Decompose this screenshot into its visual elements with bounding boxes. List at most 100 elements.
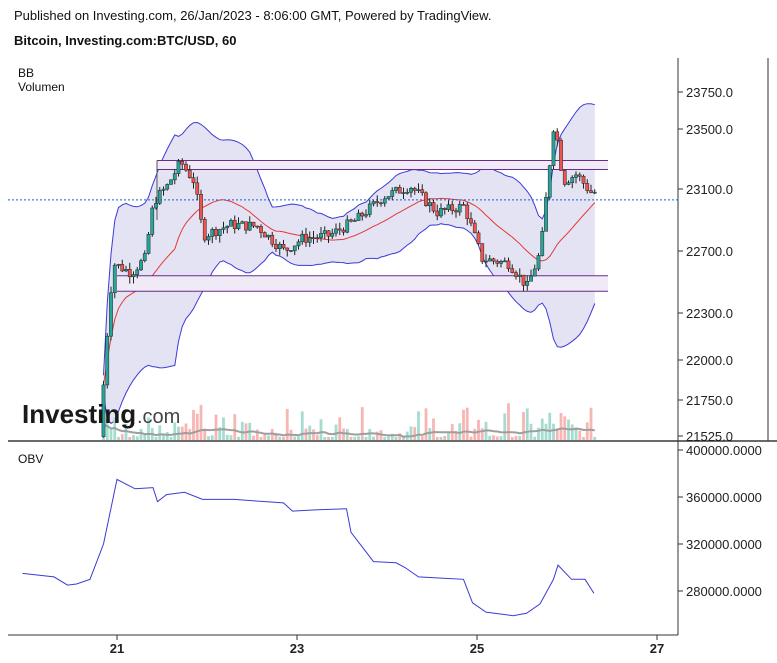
candle-body bbox=[304, 233, 308, 243]
volume-bar bbox=[173, 422, 177, 440]
volume-bar bbox=[229, 435, 233, 440]
candle-body bbox=[424, 192, 428, 207]
candle-body bbox=[480, 243, 485, 262]
candle-body bbox=[322, 230, 327, 234]
candle-body bbox=[450, 204, 455, 211]
volume-bar bbox=[492, 435, 495, 440]
volume-bar bbox=[109, 428, 113, 440]
volume-bar bbox=[555, 428, 559, 440]
volume-bar bbox=[458, 423, 462, 440]
price-tick-label: 22000.0 bbox=[686, 353, 733, 368]
price-tick-label: 23750.0 bbox=[686, 85, 733, 100]
volume-bar bbox=[533, 436, 537, 440]
volume-bar bbox=[274, 432, 278, 440]
price-tick-label: 22300.0 bbox=[686, 306, 733, 321]
volume-bar bbox=[499, 436, 503, 440]
candle-body bbox=[326, 230, 331, 237]
candle-body bbox=[551, 131, 556, 166]
volume-bar bbox=[462, 409, 465, 440]
horizontal-levels bbox=[8, 160, 678, 292]
candle-body bbox=[457, 204, 462, 213]
candle-body bbox=[416, 189, 421, 192]
candle-body bbox=[577, 174, 582, 177]
candle-body bbox=[236, 223, 241, 229]
volume-bar bbox=[383, 436, 387, 440]
candle-body bbox=[364, 214, 368, 217]
obv-legend-label: OBV bbox=[18, 452, 43, 466]
candle-body bbox=[210, 229, 215, 237]
volume-bar bbox=[522, 411, 525, 440]
volume-bar bbox=[443, 435, 447, 440]
volume-bar bbox=[372, 436, 375, 440]
volume-bar bbox=[210, 435, 214, 440]
candle-body bbox=[251, 221, 256, 227]
candle-body bbox=[517, 274, 522, 277]
candle-body bbox=[521, 274, 526, 286]
price-tick-label: 23500.0 bbox=[686, 122, 733, 137]
volume-bar bbox=[473, 428, 477, 440]
candle-body bbox=[199, 194, 203, 220]
candle-body bbox=[229, 220, 233, 227]
candle-body bbox=[386, 196, 391, 200]
volume-bar bbox=[214, 414, 218, 440]
volume-bar bbox=[334, 424, 338, 440]
volume-bar bbox=[338, 417, 342, 440]
candle-body bbox=[180, 160, 185, 165]
volume-bar bbox=[469, 436, 473, 440]
candle-body bbox=[187, 169, 192, 179]
candle-body bbox=[146, 234, 151, 254]
time-tick-label: 21 bbox=[110, 641, 124, 656]
volume-bar bbox=[233, 414, 237, 440]
candle-body bbox=[547, 165, 552, 198]
volume-bar bbox=[117, 436, 120, 440]
volume-bar bbox=[593, 436, 597, 440]
candle-body bbox=[289, 250, 293, 252]
volume-bar bbox=[345, 429, 349, 440]
candle-body bbox=[532, 268, 537, 277]
candle-body bbox=[165, 184, 170, 190]
candle-body bbox=[319, 233, 323, 239]
candle-body bbox=[142, 253, 147, 262]
volume-bar bbox=[413, 426, 417, 440]
candle-body bbox=[465, 204, 470, 219]
volume-bars bbox=[102, 403, 597, 440]
volume-bar bbox=[518, 436, 522, 440]
candle-body bbox=[540, 231, 545, 256]
candle-body bbox=[154, 203, 158, 209]
candle-body bbox=[262, 232, 267, 238]
volume-bar bbox=[559, 413, 563, 440]
volume-bar bbox=[357, 436, 360, 440]
candle-body bbox=[544, 196, 548, 232]
volume-bar bbox=[439, 436, 443, 440]
candle-body bbox=[525, 281, 530, 286]
bb-fill bbox=[103, 103, 595, 424]
candle-body bbox=[491, 258, 496, 262]
bb-legend-label: BB bbox=[18, 66, 34, 80]
candle-body bbox=[270, 234, 275, 245]
candle-body bbox=[375, 201, 380, 204]
volume-bar bbox=[514, 436, 518, 440]
candle-body bbox=[247, 221, 252, 231]
candle-body bbox=[101, 384, 106, 438]
candle-body bbox=[427, 202, 432, 207]
candle-body bbox=[574, 174, 578, 178]
candle-body bbox=[454, 210, 458, 213]
candle-body bbox=[555, 131, 560, 141]
candle-body bbox=[281, 244, 286, 249]
price-tick-label: 21525.0 bbox=[686, 429, 733, 444]
candle-body bbox=[487, 258, 492, 262]
volume-bar bbox=[162, 434, 165, 440]
candle-body bbox=[202, 219, 207, 241]
volume-bar bbox=[368, 428, 372, 440]
volume-bar bbox=[319, 419, 323, 440]
volume-bar bbox=[465, 407, 469, 440]
volume-bar bbox=[420, 436, 424, 440]
volume-bar bbox=[252, 435, 255, 440]
candle-body bbox=[221, 227, 226, 230]
candle-body bbox=[570, 177, 575, 183]
candle-body bbox=[169, 179, 173, 185]
volume-bar bbox=[552, 423, 555, 440]
candle-body bbox=[214, 229, 218, 236]
volume-bar bbox=[544, 423, 548, 440]
